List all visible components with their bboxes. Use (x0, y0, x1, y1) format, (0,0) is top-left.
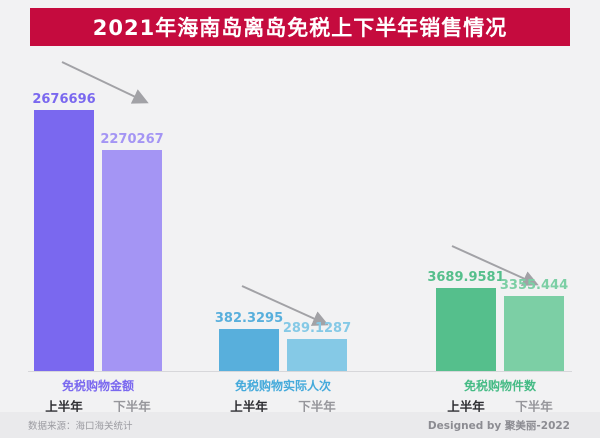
group-label: 免税购物金额 (61, 379, 134, 393)
category-label-second-half: 下半年 (515, 399, 553, 414)
bars-row: 3689.9581 3355.444 (427, 270, 570, 371)
data-source-note: 数据来源：海口海关统计 (28, 421, 133, 432)
bar-group-visitors: 382.3295 289.1287 免税购物实际人次 上半年 下半年 (213, 46, 353, 414)
bar-group-amount: 2676696 2270267 免税购物金额 上半年 下半年 (28, 46, 168, 414)
bar-column: 382.3295 (215, 311, 283, 371)
axis-baseline (28, 371, 572, 372)
category-label-first-half: 上半年 (45, 399, 83, 414)
bar-value-label: 289.1287 (282, 321, 352, 336)
bar-second-half (504, 296, 564, 371)
bar-first-half (219, 329, 279, 371)
group-label: 免税购物件数 (463, 379, 536, 393)
bar-value-label: 382.3295 (214, 311, 284, 326)
footer-bar: 数据来源：海口海关统计 Designed by 聚美丽-2022 (0, 412, 600, 438)
bars-row: 382.3295 289.1287 (213, 311, 353, 371)
title-bar: 2021年海南岛离岛免税上下半年销售情况 (30, 8, 570, 46)
bar-column: 3355.444 (500, 278, 568, 371)
bar-group-items: 3689.9581 3355.444 免税购物件数 上半年 下半年 (427, 46, 570, 414)
bar-first-half (34, 110, 94, 371)
bar-value-label: 2270267 (100, 132, 164, 147)
bar-column: 3689.9581 (427, 270, 505, 371)
bar-second-half (102, 150, 162, 371)
design-credit: Designed by 聚美丽-2022 (427, 419, 570, 432)
bar-second-half (287, 339, 347, 371)
bar-value-label: 3689.9581 (427, 270, 505, 285)
half-labels-row: 上半年 下半年 (213, 396, 353, 415)
page-title: 2021年海南岛离岛免税上下半年销售情况 (92, 16, 508, 40)
bar-value-label: 2676696 (32, 92, 96, 107)
bar-value-label: 3355.444 (499, 278, 569, 293)
category-label-second-half: 下半年 (298, 399, 336, 414)
bar-column: 2270267 (100, 132, 164, 371)
bar-column: 289.1287 (283, 321, 351, 371)
bar-first-half (436, 288, 496, 371)
half-labels-row: 上半年 下半年 (430, 396, 570, 415)
group-label: 免税购物实际人次 (234, 379, 331, 393)
bars-row: 2676696 2270267 (28, 92, 168, 371)
category-label-first-half: 上半年 (230, 399, 268, 414)
half-labels-row: 上半年 下半年 (28, 396, 168, 415)
category-label-second-half: 下半年 (113, 399, 151, 414)
category-label-first-half: 上半年 (447, 399, 485, 414)
bar-column: 2676696 (32, 92, 96, 371)
